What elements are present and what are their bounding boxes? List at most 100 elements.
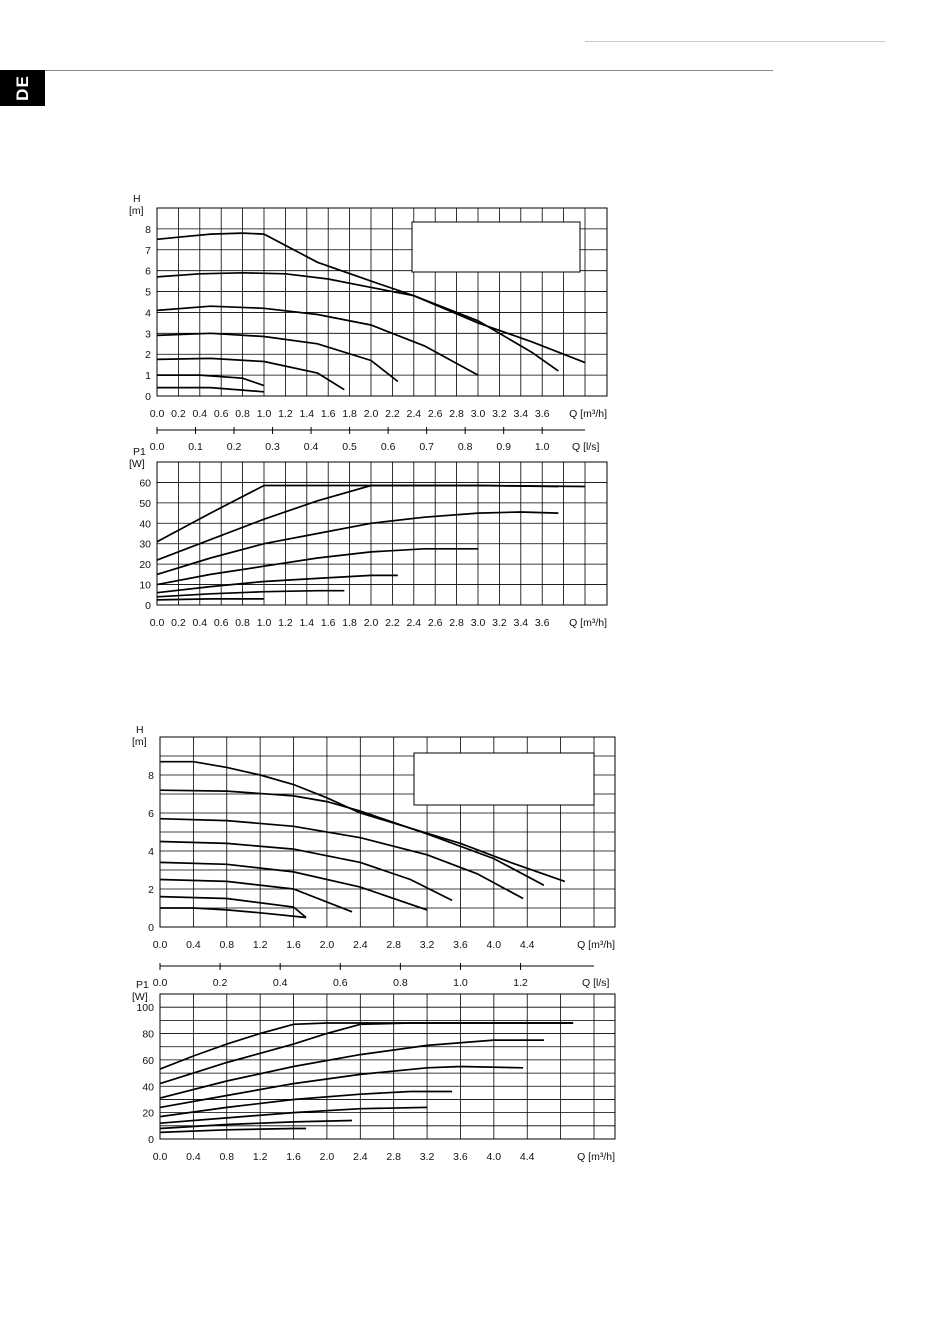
series-line-2 <box>159 789 545 886</box>
x-tick-label: 3.2 <box>420 939 435 951</box>
x-tick-label: 4.4 <box>520 1151 535 1163</box>
y-tick-label: 10 <box>139 580 151 592</box>
series-line-8 <box>159 1127 307 1134</box>
x-tick-label: 3.6 <box>453 939 468 951</box>
secondary-tick-label: 1.0 <box>535 441 550 453</box>
series-line-7 <box>156 598 264 601</box>
series-line-2 <box>159 1022 574 1085</box>
x-tick-label: 0.6 <box>214 408 229 420</box>
x-tick-label: 0.0 <box>153 1151 168 1163</box>
secondary-axis-label: Q [l/s] <box>582 977 610 989</box>
x-axis-label: Q [m³/h] <box>577 1151 615 1163</box>
secondary-tick-label: 0.6 <box>333 977 348 989</box>
x-tick-label: 2.0 <box>364 617 379 629</box>
x-tick-label: 1.2 <box>253 939 268 951</box>
y-tick-label: 60 <box>142 1055 154 1067</box>
secondary-tick-label: 0.0 <box>150 441 165 453</box>
x-tick-label: 1.2 <box>278 617 293 629</box>
y-tick-label: 4 <box>145 307 151 319</box>
x-tick-label: 1.0 <box>257 617 272 629</box>
secondary-tick-label: 0.1 <box>188 441 203 453</box>
y-tick-label: 20 <box>142 1108 154 1120</box>
chart-2: 0 10 20 30 40 50 60 P1[W] 0.0 0.2 0.4 0.6 0.8 1.0 1.2 1… <box>129 446 608 629</box>
series-line-3 <box>156 511 559 576</box>
secondary-tick-label: 0.0 <box>153 977 168 989</box>
x-tick-label: 2.0 <box>320 1151 335 1163</box>
x-tick-label: 0.8 <box>235 617 250 629</box>
x-tick-label: 1.8 <box>342 408 357 420</box>
x-tick-label: 3.0 <box>471 408 486 420</box>
y-tick-label: 80 <box>142 1029 154 1041</box>
y-axis-unit: [W] <box>129 458 145 470</box>
series-line-1 <box>156 232 586 364</box>
series-line-5 <box>156 574 398 594</box>
x-tick-label: 2.8 <box>449 617 464 629</box>
x-tick-label: 4.0 <box>487 1151 502 1163</box>
language-tab: DE <box>0 70 45 106</box>
secondary-tick-label: 1.0 <box>453 977 468 989</box>
series-line-4 <box>159 840 453 902</box>
y-axis-quantity: H <box>133 193 141 205</box>
y-tick-label: 4 <box>148 846 154 858</box>
y-tick-label: 1 <box>145 370 151 382</box>
x-tick-label: 0.8 <box>235 408 250 420</box>
x-tick-label: 2.0 <box>364 408 379 420</box>
x-tick-label: 1.0 <box>257 408 272 420</box>
secondary-tick-label: 0.2 <box>227 441 242 453</box>
x-tick-label: 1.6 <box>321 617 336 629</box>
plot-frame <box>156 207 608 397</box>
x-tick-label: 1.6 <box>286 939 301 951</box>
y-tick-label: 0 <box>148 1134 154 1146</box>
series-line-6 <box>159 1106 428 1125</box>
y-axis-unit: [m] <box>132 736 147 748</box>
plot-frame <box>156 461 608 606</box>
x-tick-label: 0.4 <box>192 408 207 420</box>
chart-3: 0 2 4 6 8 H[m] 0.0 0.4 0.8 1.2 1.6 2.0 2.4 2.8 3.2 3.6 4… <box>132 724 616 989</box>
series-line-1 <box>159 1022 574 1070</box>
series-line-5 <box>159 861 428 911</box>
x-tick-label: 2.6 <box>428 408 443 420</box>
x-tick-label: 0.0 <box>150 408 165 420</box>
x-axis-label: Q [m³/h] <box>577 939 615 951</box>
x-tick-label: 0.4 <box>186 939 201 951</box>
x-tick-label: 1.4 <box>299 617 314 629</box>
x-tick-label: 0.8 <box>219 1151 234 1163</box>
x-tick-label: 0.2 <box>171 408 186 420</box>
series-line-7 <box>157 386 265 393</box>
y-tick-label: 6 <box>148 808 154 820</box>
secondary-axis-ls: 0.0 0.1 0.2 0.3 0.4 0.5 0.6 0.7 0.8 0.9 1.0 Q [l/s] <box>150 427 600 453</box>
x-tick-label: 2.8 <box>386 939 401 951</box>
series-line-6 <box>156 589 345 598</box>
x-tick-label: 4.0 <box>487 939 502 951</box>
y-tick-label: 8 <box>148 770 154 782</box>
y-tick-label: 3 <box>145 328 151 340</box>
y-axis-unit: [m] <box>129 205 144 217</box>
y-tick-label: 8 <box>145 224 151 236</box>
y-tick-label: 50 <box>139 498 151 510</box>
x-tick-label: 0.0 <box>153 939 168 951</box>
x-tick-label: 1.2 <box>253 1151 268 1163</box>
y-tick-label: 7 <box>145 245 151 257</box>
y-axis-quantity: H <box>136 724 144 736</box>
secondary-tick-label: 0.6 <box>381 441 396 453</box>
x-tick-label: 2.2 <box>385 617 400 629</box>
chart-4: 0 20 40 60 80 100 P1[W] 0.0 0.4 0.8 1.2 1.6 2.0 2.4 2.… <box>132 979 616 1163</box>
series-line-6 <box>159 878 353 913</box>
x-tick-label: 4.4 <box>520 939 535 951</box>
x-tick-label: 2.4 <box>406 617 421 629</box>
secondary-tick-label: 1.2 <box>513 977 528 989</box>
secondary-tick-label: 0.7 <box>419 441 434 453</box>
y-axis-quantity: P1 <box>133 446 146 458</box>
y-tick-label: 0 <box>145 600 151 612</box>
x-tick-label: 3.2 <box>492 408 507 420</box>
plot-frame <box>159 736 616 928</box>
x-tick-label: 0.2 <box>171 617 186 629</box>
secondary-tick-label: 0.8 <box>458 441 473 453</box>
series-line-4 <box>156 332 399 383</box>
x-axis-label: Q [m³/h] <box>569 408 607 420</box>
y-tick-label: 0 <box>148 922 154 934</box>
x-tick-label: 3.4 <box>513 408 528 420</box>
header-rule-long <box>0 70 773 71</box>
y-tick-label: 40 <box>139 518 151 530</box>
